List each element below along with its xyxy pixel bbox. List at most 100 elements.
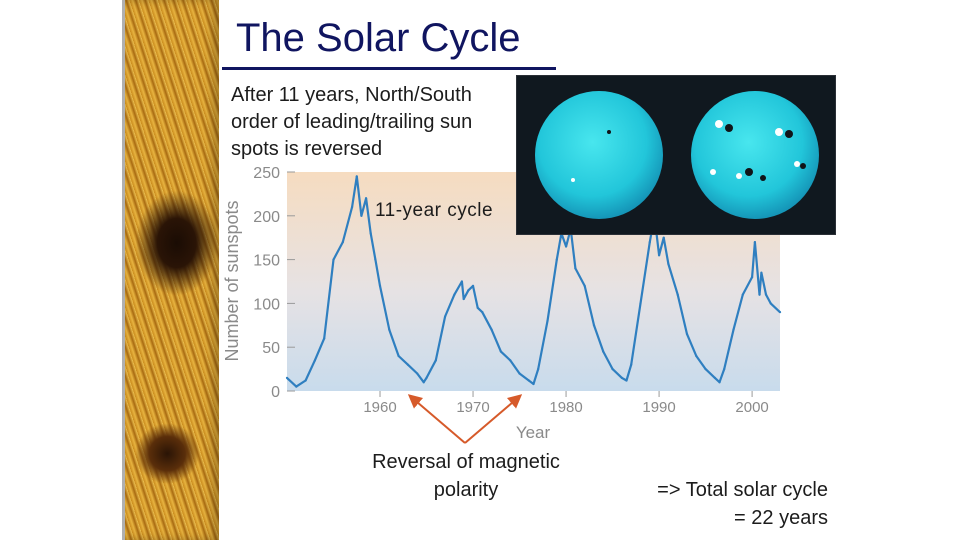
sun-disk-right xyxy=(691,91,819,219)
data-point xyxy=(713,376,716,379)
data-point xyxy=(667,262,670,266)
x-tick-label-2000: 2000 xyxy=(735,399,768,416)
x-tick-label-1960: 1960 xyxy=(363,399,396,416)
data-point xyxy=(453,293,456,296)
data-point xyxy=(527,379,530,382)
y-tick-label-150: 150 xyxy=(253,253,280,270)
data-point xyxy=(509,359,512,362)
data-point xyxy=(467,289,470,292)
data-point xyxy=(695,354,698,358)
sun-disk-left xyxy=(535,91,663,219)
y-tick-label-200: 200 xyxy=(253,209,280,226)
data-point xyxy=(546,319,549,323)
y-axis-label: Number of sunspots xyxy=(222,200,242,361)
data-point xyxy=(369,232,372,235)
data-point xyxy=(760,271,763,274)
data-point xyxy=(360,214,363,217)
polarity-caption: Reversal of magnetic polarity xyxy=(361,448,571,504)
data-point xyxy=(532,382,535,386)
data-point xyxy=(583,284,586,287)
data-point xyxy=(422,381,425,384)
sun-magnetogram-image xyxy=(516,75,836,235)
data-point xyxy=(657,254,661,257)
data-point xyxy=(341,240,344,244)
cycle-annotation: 11-year cycle xyxy=(375,200,493,221)
data-point xyxy=(753,240,756,244)
data-point xyxy=(718,381,721,384)
data-point xyxy=(476,306,479,309)
data-point xyxy=(406,363,410,366)
data-point xyxy=(704,368,707,371)
data-point xyxy=(332,258,335,261)
magnetic-spots-right xyxy=(710,120,806,181)
polarity-arrow-left xyxy=(407,394,466,444)
x-tick-label-1980: 1980 xyxy=(549,399,582,416)
y-tick-label-250: 250 xyxy=(253,165,280,182)
data-point xyxy=(295,385,298,388)
data-point xyxy=(425,376,428,379)
title-underline xyxy=(222,67,556,70)
data-point xyxy=(574,267,577,270)
intro-line-3: spots is reversed xyxy=(231,138,383,160)
polarity-line-2: polarity xyxy=(433,479,499,501)
data-point xyxy=(434,359,437,362)
data-point xyxy=(750,276,754,279)
data-point xyxy=(555,258,558,261)
data-point xyxy=(611,368,614,371)
data-point xyxy=(648,240,651,244)
data-point xyxy=(741,293,744,296)
data-point xyxy=(481,311,484,314)
data-point xyxy=(602,350,605,353)
data-point xyxy=(620,376,623,379)
data-point xyxy=(304,379,307,382)
x-tick-label-1970: 1970 xyxy=(456,399,489,416)
data-point xyxy=(732,328,735,331)
polarity-line-1: Reversal of magnetic xyxy=(372,451,560,473)
data-point xyxy=(758,293,761,296)
data-point xyxy=(444,315,447,318)
data-point xyxy=(564,245,568,248)
data-point xyxy=(397,354,400,358)
data-point xyxy=(723,368,726,371)
data-point xyxy=(313,359,317,362)
data-point xyxy=(416,372,419,375)
y-axis: 0 50 100 150 200 250 xyxy=(253,165,295,401)
series-group xyxy=(285,175,782,388)
data-point xyxy=(364,197,368,200)
data-point xyxy=(378,284,382,287)
data-point xyxy=(537,368,540,371)
total-line-2: = 22 years xyxy=(734,507,828,529)
x-axis-label: Year xyxy=(516,423,551,442)
slide-title: The Solar Cycle xyxy=(236,16,521,60)
total-cycle-caption: => Total solar cycle = 22 years xyxy=(612,476,828,532)
data-point xyxy=(662,236,665,239)
y-tick-label-100: 100 xyxy=(253,296,280,313)
data-point xyxy=(285,376,289,379)
data-point xyxy=(388,328,391,331)
data-point xyxy=(685,332,689,336)
data-point xyxy=(518,372,521,375)
data-point xyxy=(460,280,463,283)
x-tick-label-1990: 1990 xyxy=(642,399,675,416)
data-point xyxy=(778,311,782,314)
y-tick-label-0: 0 xyxy=(271,384,280,401)
data-point xyxy=(490,328,493,331)
data-point xyxy=(625,379,628,382)
intro-text: After 11 years, North/South order of lea… xyxy=(231,82,521,163)
intro-line-2: order of leading/trailing sun xyxy=(231,111,473,133)
sunspot-photo xyxy=(122,0,219,540)
y-tick-label-50: 50 xyxy=(262,340,280,357)
data-point xyxy=(630,363,633,366)
magnetic-spots-left xyxy=(571,130,611,182)
x-axis: 1960 1970 1980 1990 2000 xyxy=(363,391,769,416)
total-line-1: => Total solar cycle xyxy=(657,479,828,501)
data-point xyxy=(676,293,679,296)
data-point xyxy=(639,302,642,305)
polarity-arrow-right xyxy=(464,394,523,444)
data-point xyxy=(764,293,768,296)
data-point xyxy=(374,258,377,261)
data-point xyxy=(462,297,465,301)
data-point xyxy=(769,302,772,305)
data-point xyxy=(592,324,596,327)
data-point xyxy=(499,350,503,353)
